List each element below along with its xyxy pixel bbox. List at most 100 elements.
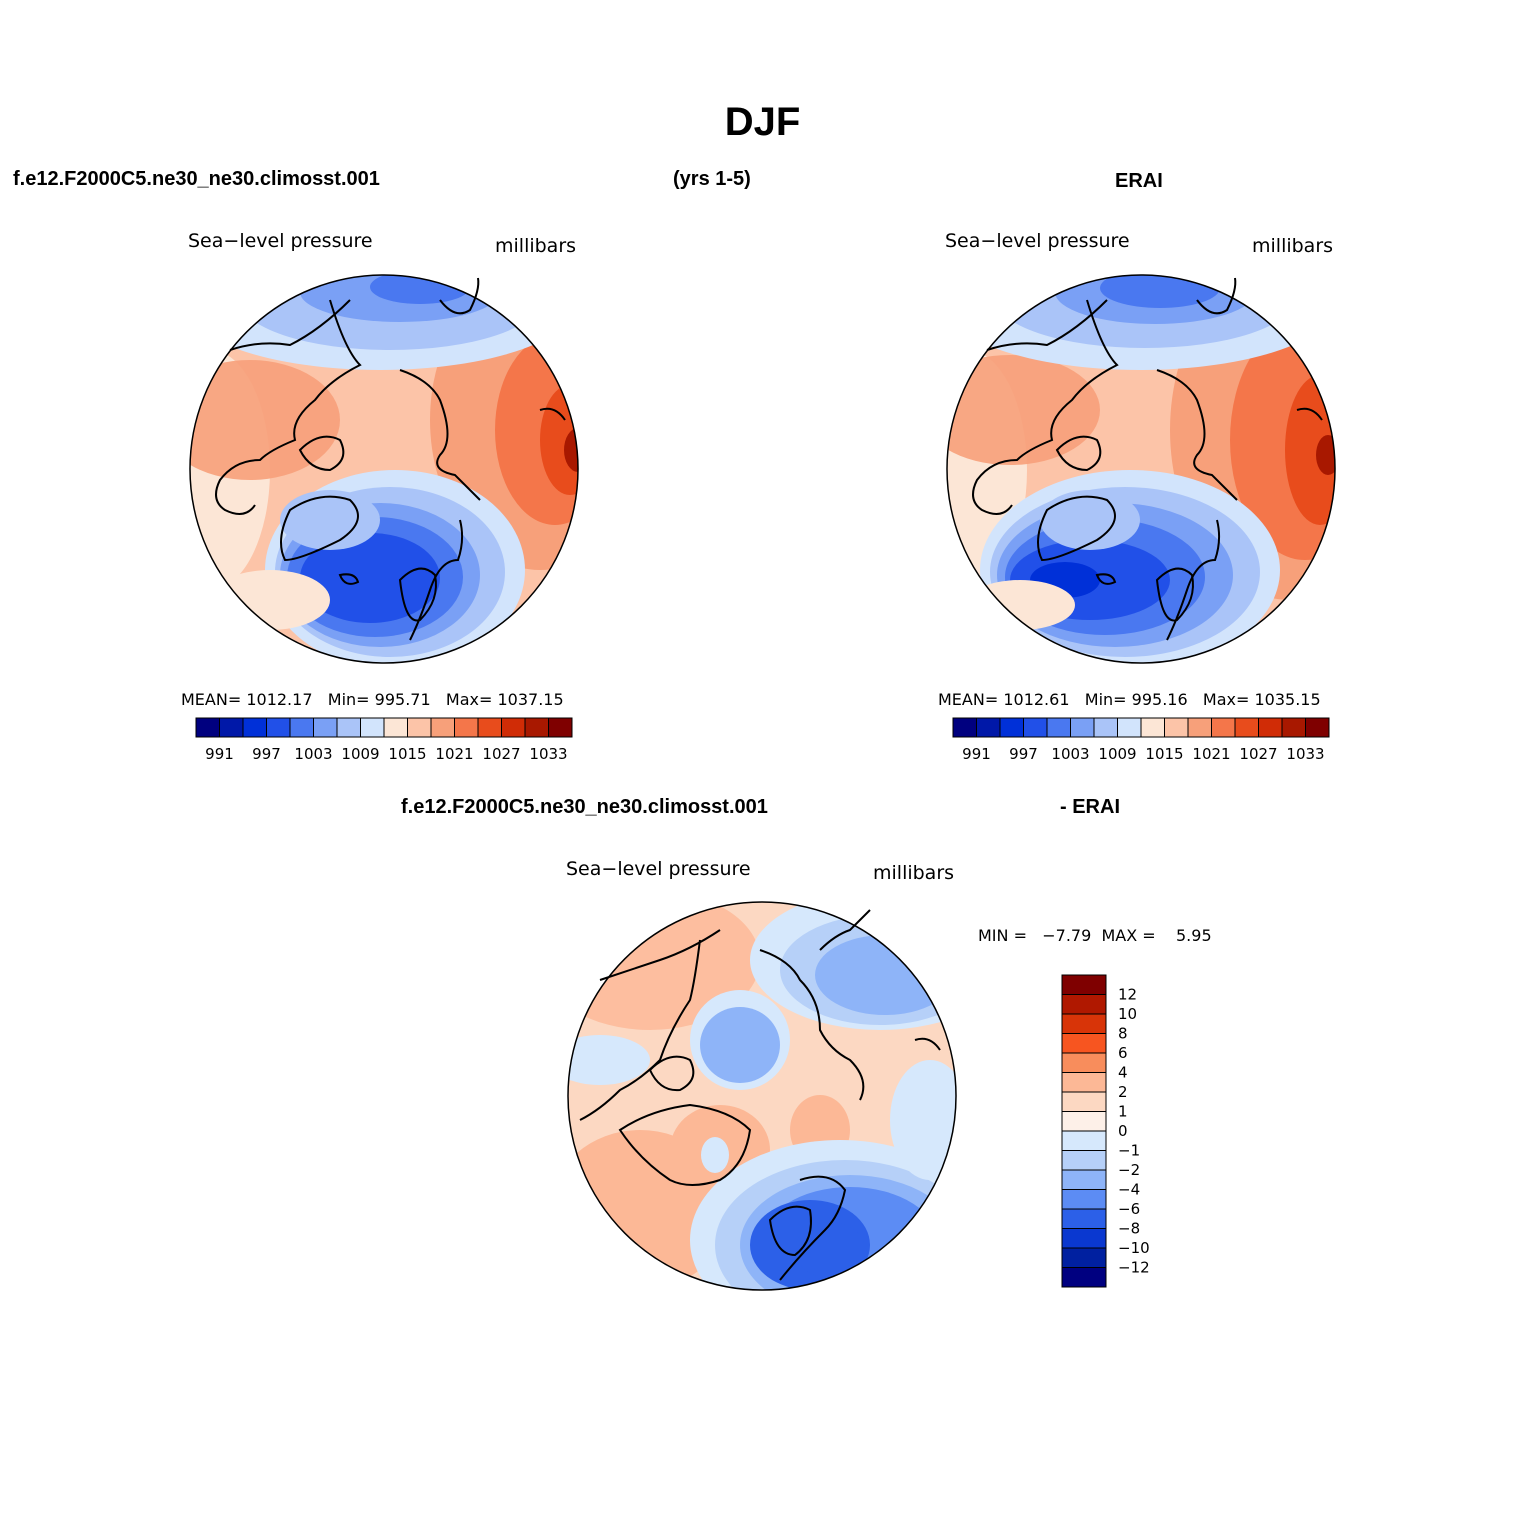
case-name-label: f.e12.F2000C5.ne30_ne30.climosst.001	[13, 168, 380, 190]
obs-colorbar-swatch	[1305, 717, 1330, 738]
obs-map-border	[946, 274, 1336, 664]
obs-colorbar-swatch	[1164, 717, 1189, 738]
obs-colorbar-swatch	[1117, 717, 1142, 738]
diff-case-name-label: f.e12.F2000C5.ne30_ne30.climosst.001	[401, 796, 768, 818]
diff-colorbar-swatch	[1061, 1013, 1107, 1034]
diff-colorbar-tick-label: −1	[1118, 1142, 1140, 1160]
diff-colorbar-tick-label: −12	[1118, 1259, 1150, 1277]
obs-colorbar-swatch	[1258, 717, 1283, 738]
obs-colorbar-tick-label: 1009	[1098, 745, 1136, 763]
model-colorbar-tick-label: 997	[252, 745, 281, 763]
model-colorbar-swatch	[266, 717, 291, 738]
diff-units-label: millibars	[873, 862, 955, 884]
min-value: 995.16	[1131, 690, 1188, 709]
model-colorbar-tick-label: 1021	[435, 745, 473, 763]
diff-colorbar-tick-label: −4	[1118, 1181, 1140, 1199]
obs-colorbar-swatch	[1211, 717, 1236, 738]
obs-colorbar-tick-label: 1033	[1286, 745, 1324, 763]
model-colorbar-tick-label: 1027	[482, 745, 520, 763]
diff-colorbar-tick-label: 0	[1118, 1122, 1128, 1140]
model-colorbar-swatch	[548, 717, 573, 738]
diff-colorbar-swatch	[1061, 994, 1107, 1015]
diff-colorbar-tick-label: 2	[1118, 1083, 1128, 1101]
obs-colorbar-swatch	[1140, 717, 1165, 738]
diff-colorbar-tick-label: −2	[1118, 1161, 1140, 1179]
mean-value: 1012.17	[246, 690, 313, 709]
obs-colorbar-swatch	[1070, 717, 1095, 738]
diff-colorbar-swatch	[1061, 1111, 1107, 1132]
obs-name-label: ERAI	[1115, 170, 1163, 192]
years-label: (yrs 1-5)	[673, 168, 751, 190]
model-colorbar-tick-label: 1009	[341, 745, 379, 763]
model-colorbar-swatch	[454, 717, 479, 738]
diff-map-border	[567, 901, 957, 1291]
obs-variable-label: Sea−level pressure	[945, 230, 1130, 252]
model-colorbar: 991 997 1003 1009 1015 1021 1027 1033	[195, 717, 573, 763]
model-colorbar-swatch	[430, 717, 455, 738]
obs-colorbar-tick-label: 1027	[1239, 745, 1277, 763]
diff-colorbar-tick-label: −10	[1118, 1239, 1150, 1257]
max-label: MAX =	[1101, 926, 1156, 945]
diff-colorbar-swatch	[1061, 1169, 1107, 1190]
diff-colorbar-swatch	[1061, 1228, 1107, 1249]
model-colorbar-swatch	[336, 717, 361, 738]
model-colorbar-tick-label: 1033	[529, 745, 567, 763]
max-value: 5.95	[1176, 926, 1212, 945]
diff-map	[567, 901, 957, 1291]
diff-colorbar-swatch	[1061, 974, 1107, 995]
diff-colorbar-tick-label: 8	[1118, 1025, 1128, 1043]
model-colorbar-tick-label: 1015	[388, 745, 426, 763]
model-stats: MEAN= 1012.17 Min= 995.71 Max= 1037.15	[181, 690, 564, 709]
model-variable-label: Sea−level pressure	[188, 230, 373, 252]
model-colorbar-swatch	[407, 717, 432, 738]
min-label: Min=	[327, 690, 370, 709]
obs-colorbar-tick-label: 1015	[1145, 745, 1183, 763]
diff-colorbar-tick-label: 4	[1118, 1064, 1128, 1082]
diff-colorbar-swatch	[1061, 1130, 1107, 1151]
obs-contour-field	[947, 275, 1335, 663]
model-colorbar-swatch	[195, 717, 220, 738]
mean-label: MEAN=	[938, 690, 999, 709]
model-colorbar-tick-label: 1003	[294, 745, 332, 763]
model-colorbar-swatch	[242, 717, 267, 738]
model-coastlines	[215, 277, 566, 641]
model-contour-field	[190, 275, 578, 663]
mean-label: MEAN=	[181, 690, 242, 709]
obs-colorbar-swatch	[1046, 717, 1071, 738]
diff-colorbar-swatch	[1061, 1208, 1107, 1229]
obs-coastlines	[972, 277, 1323, 641]
max-label: Max=	[445, 690, 493, 709]
obs-colorbar-tick-label: 991	[962, 745, 991, 763]
diff-colorbar-tick-label: 1	[1118, 1103, 1128, 1121]
model-colorbar-swatch	[289, 717, 314, 738]
diff-obs-name-label: - ERAI	[1060, 796, 1120, 818]
obs-colorbar-tick-label: 997	[1009, 745, 1038, 763]
obs-colorbar-swatch	[1093, 717, 1118, 738]
diff-colorbar-tick-label: −6	[1118, 1200, 1140, 1218]
diff-colorbar-tick-label: 6	[1118, 1044, 1128, 1062]
diff-colorbar-swatch	[1061, 1247, 1107, 1268]
obs-colorbar-swatch	[1281, 717, 1306, 738]
min-label: MIN =	[978, 926, 1027, 945]
obs-map	[946, 274, 1336, 664]
obs-colorbar: 991 997 1003 1009 1015 1021 1027 1033	[952, 717, 1330, 763]
obs-colorbar-swatch	[1023, 717, 1048, 738]
obs-colorbar-swatch	[1187, 717, 1212, 738]
model-colorbar-swatch	[501, 717, 526, 738]
obs-colorbar-swatch	[976, 717, 1001, 738]
diff-colorbar-swatch	[1061, 1091, 1107, 1112]
diff-colorbar-swatch	[1061, 1150, 1107, 1171]
max-value: 1037.15	[497, 690, 564, 709]
model-colorbar-swatch	[360, 717, 385, 738]
min-value: −7.79	[1042, 926, 1092, 945]
diff-colorbar-swatch	[1061, 1072, 1107, 1093]
diff-colorbar-tick-label: 12	[1118, 986, 1137, 1004]
figure-title: DJF	[724, 100, 801, 144]
diff-coastlines	[579, 909, 941, 1281]
diff-colorbar-tick-label: 10	[1118, 1005, 1137, 1023]
model-colorbar-swatch	[524, 717, 549, 738]
model-colorbar-swatch	[219, 717, 244, 738]
min-label: Min=	[1084, 690, 1127, 709]
mean-value: 1012.61	[1003, 690, 1070, 709]
